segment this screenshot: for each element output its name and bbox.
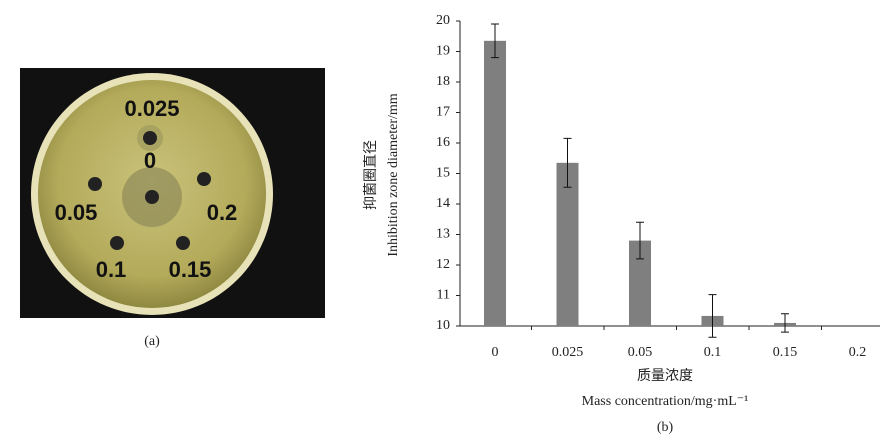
bar <box>556 162 579 326</box>
bar <box>484 40 506 326</box>
bar <box>629 240 651 326</box>
y-tick-label: 20 <box>436 13 450 28</box>
y-tick-label: 10 <box>436 318 450 333</box>
x-tick-label: 0 <box>492 345 499 360</box>
well-label: 0.15 <box>169 257 212 282</box>
y-tick-label: 19 <box>436 44 450 59</box>
well <box>110 236 124 250</box>
y-tick-label: 17 <box>436 105 450 120</box>
well <box>88 177 102 191</box>
well-label: 0.05 <box>55 200 98 225</box>
y-tick-label: 15 <box>436 166 450 181</box>
error-bar <box>563 137 572 188</box>
well <box>197 172 211 186</box>
panel-label: (b) <box>657 420 674 435</box>
error-bar <box>491 23 499 59</box>
error-bar <box>781 313 789 333</box>
x-tick-label: 0.15 <box>773 345 798 360</box>
y-tick-label: 11 <box>437 288 450 303</box>
x-axis-label: Mass concentration/mg·mL⁻¹ <box>582 394 749 409</box>
y-tick-label: 18 <box>436 74 450 89</box>
y-axis-label: Inhibition zone diameter/mm <box>386 93 401 256</box>
well <box>143 131 157 145</box>
error-bar <box>708 294 717 338</box>
y-tick-label: 12 <box>436 257 450 272</box>
x-tick-label: 0.025 <box>552 345 584 360</box>
y-axis-label: 抑菌圈直径 <box>362 140 379 210</box>
well-label: 0.025 <box>124 96 179 121</box>
well <box>145 190 159 204</box>
well-label: 0 <box>144 148 156 173</box>
y-tick-label: 16 <box>436 135 450 150</box>
well-label: 0.1 <box>96 257 127 282</box>
x-tick-label: 0.2 <box>849 345 867 360</box>
x-axis-label: 质量浓度 <box>637 368 693 384</box>
petri-dish-photo: 0.025 0 0.05 0.2 0.1 0.15 <box>20 68 325 318</box>
well <box>176 236 190 250</box>
x-tick-label: 0.05 <box>628 345 653 360</box>
well-label: 0.2 <box>207 200 238 225</box>
y-tick-label: 14 <box>436 196 450 211</box>
x-tick-label: 0.1 <box>704 345 722 360</box>
panel-label: (a) <box>144 334 160 349</box>
y-tick-label: 13 <box>436 227 450 242</box>
error-bar <box>636 221 644 260</box>
